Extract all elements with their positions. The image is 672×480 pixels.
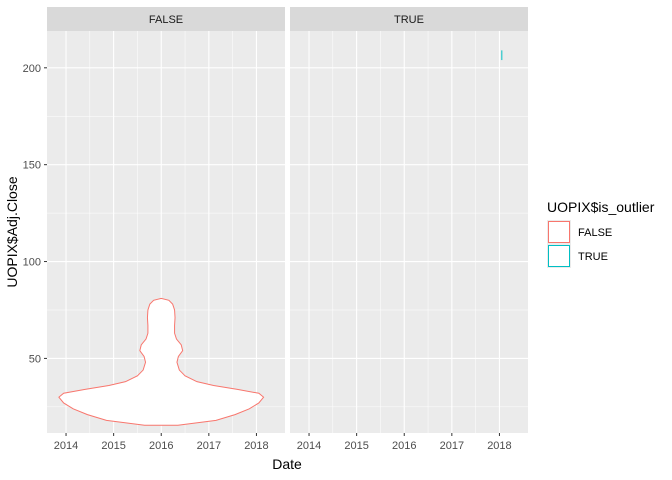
panel-background-true xyxy=(290,31,528,433)
y-tick-label: 150 xyxy=(23,160,41,172)
facet-strip-false-bg xyxy=(47,7,285,31)
x-tick-label: 2015 xyxy=(101,440,125,452)
x-tick-label: 2017 xyxy=(440,440,464,452)
chart-marks xyxy=(58,50,503,426)
violin-false xyxy=(58,297,265,426)
y-axis-title: UOPIX$Adj.Close xyxy=(4,176,20,287)
legend-key-true xyxy=(548,245,570,267)
legend: UOPIX$is_outlier FALSE TRUE xyxy=(547,199,655,268)
facet-strip-true-bg xyxy=(290,7,528,31)
y-tick-label: 50 xyxy=(29,353,41,365)
x-tick-label: 2018 xyxy=(487,440,511,452)
facet-panel-true xyxy=(290,31,528,433)
facet-strip-true-label: TRUE xyxy=(394,14,424,26)
y-tick-label: 200 xyxy=(23,63,41,75)
x-tick-label: 2018 xyxy=(244,440,268,452)
facet-strip-false-label: FALSE xyxy=(149,14,183,26)
facet-strips: FALSE TRUE xyxy=(47,7,528,31)
chart-axes: 2014 2015 2016 2017 2018 2014 2015 2016 2017 2018… xyxy=(23,63,512,452)
x-tick-label: 2014 xyxy=(54,440,78,452)
legend-label-true: TRUE xyxy=(578,251,608,263)
y-tick-label: 100 xyxy=(23,257,41,269)
x-tick-label: 2017 xyxy=(197,440,221,452)
x-tick-label: 2015 xyxy=(344,440,368,452)
legend-key-false xyxy=(548,221,570,243)
legend-title: UOPIX$is_outlier xyxy=(547,199,655,215)
x-tick-label: 2016 xyxy=(392,440,416,452)
x-tick-label: 2014 xyxy=(297,440,321,452)
x-axis-title: Date xyxy=(272,456,302,472)
x-tick-label: 2016 xyxy=(149,440,173,452)
legend-label-false: FALSE xyxy=(578,227,612,239)
